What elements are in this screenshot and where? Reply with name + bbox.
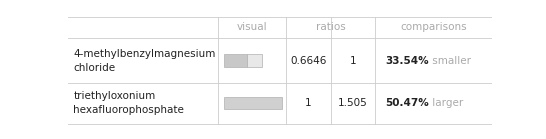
Text: larger: larger	[429, 98, 463, 108]
Text: triethyloxonium
hexafluorophosphate: triethyloxonium hexafluorophosphate	[73, 91, 184, 115]
Text: 1: 1	[305, 98, 312, 108]
Text: 1: 1	[349, 56, 356, 66]
Bar	[223, 54, 247, 67]
Bar	[223, 97, 282, 110]
Text: 1.505: 1.505	[338, 98, 367, 108]
Text: 0.6646: 0.6646	[290, 56, 327, 66]
Text: 4-methylbenzylmagnesium
chloride: 4-methylbenzylmagnesium chloride	[73, 49, 216, 73]
Text: visual: visual	[237, 22, 268, 32]
Text: 33.54%: 33.54%	[385, 56, 429, 66]
Text: ratios: ratios	[316, 22, 346, 32]
Text: 50.47%: 50.47%	[385, 98, 429, 108]
Text: smaller: smaller	[429, 56, 471, 66]
Bar	[247, 54, 263, 67]
Text: comparisons: comparisons	[400, 22, 466, 32]
